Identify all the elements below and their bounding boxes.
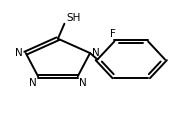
Text: N: N bbox=[15, 48, 23, 58]
Text: N: N bbox=[29, 78, 37, 88]
Text: F: F bbox=[110, 29, 116, 39]
Text: SH: SH bbox=[66, 12, 81, 22]
Text: N: N bbox=[79, 78, 87, 88]
Text: N: N bbox=[92, 48, 99, 58]
